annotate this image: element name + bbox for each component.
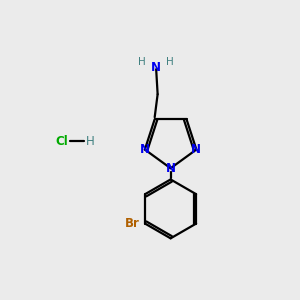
Text: N: N — [191, 143, 201, 156]
Text: H: H — [166, 57, 174, 68]
Text: N: N — [166, 162, 176, 175]
Text: H: H — [86, 135, 95, 148]
Text: Cl: Cl — [55, 135, 68, 148]
Text: H: H — [138, 57, 146, 68]
Text: N: N — [140, 143, 150, 156]
Text: N: N — [151, 61, 161, 74]
Text: Br: Br — [125, 217, 140, 230]
